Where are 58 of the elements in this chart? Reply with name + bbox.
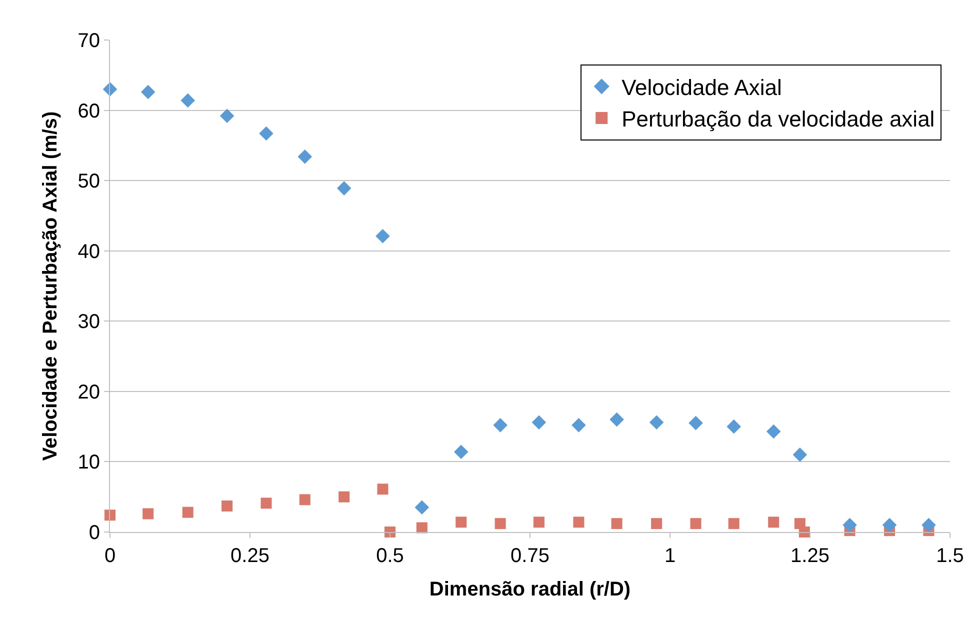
point xyxy=(649,415,664,430)
point xyxy=(454,444,468,460)
point xyxy=(688,416,703,430)
point xyxy=(882,518,897,532)
point xyxy=(766,424,781,439)
point xyxy=(532,415,546,430)
point xyxy=(377,484,388,495)
point xyxy=(651,518,662,530)
point xyxy=(260,498,272,509)
y-tick-label: 10 xyxy=(78,452,100,474)
point xyxy=(299,494,310,506)
point xyxy=(416,522,428,534)
point xyxy=(768,516,780,528)
point xyxy=(922,518,936,532)
legend-label: Perturbação da velocidade axial xyxy=(622,106,935,132)
x-tick-label: 1.5 xyxy=(936,545,964,567)
y-tick-label: 70 xyxy=(78,30,100,52)
y-tick-label: 20 xyxy=(78,381,100,404)
point xyxy=(842,518,857,532)
x-axis-title: Dimensão radial (r/D) xyxy=(429,578,631,600)
point xyxy=(572,418,586,432)
y-tick-label: 50 xyxy=(78,170,100,193)
point xyxy=(140,84,156,100)
x-tick-label: 1 xyxy=(664,545,676,567)
point xyxy=(104,510,116,521)
point xyxy=(259,126,274,141)
point xyxy=(298,150,312,164)
x-tick-label: 1.25 xyxy=(790,545,830,567)
legend-label: Velocidade Axial xyxy=(622,74,782,100)
y-axis-title: Velocidade e Perturbação Axial (m/s) xyxy=(39,111,62,461)
x-tick-label: 0.25 xyxy=(230,545,270,567)
point xyxy=(220,108,234,124)
point xyxy=(180,93,195,108)
y-tick-label: 40 xyxy=(78,240,100,263)
point xyxy=(533,516,544,528)
point xyxy=(222,500,233,512)
point xyxy=(456,516,467,528)
point xyxy=(690,518,702,530)
point xyxy=(494,518,506,530)
point xyxy=(336,181,352,196)
x-tick-label: 0.75 xyxy=(510,545,550,567)
point xyxy=(182,506,194,518)
point xyxy=(376,228,390,244)
y-tick-label: 30 xyxy=(78,311,100,334)
point xyxy=(142,508,154,520)
point xyxy=(726,419,741,434)
point xyxy=(493,418,508,432)
point xyxy=(728,518,740,530)
point xyxy=(414,500,430,515)
point xyxy=(573,516,584,528)
point xyxy=(792,448,808,462)
y-tick-label: 60 xyxy=(78,100,100,122)
y-tick-label: 0 xyxy=(88,522,100,544)
x-tick-label: 0 xyxy=(104,545,116,567)
x-tick-label: 0.5 xyxy=(376,545,404,567)
point xyxy=(338,491,350,502)
point xyxy=(610,412,624,427)
point xyxy=(611,518,622,530)
